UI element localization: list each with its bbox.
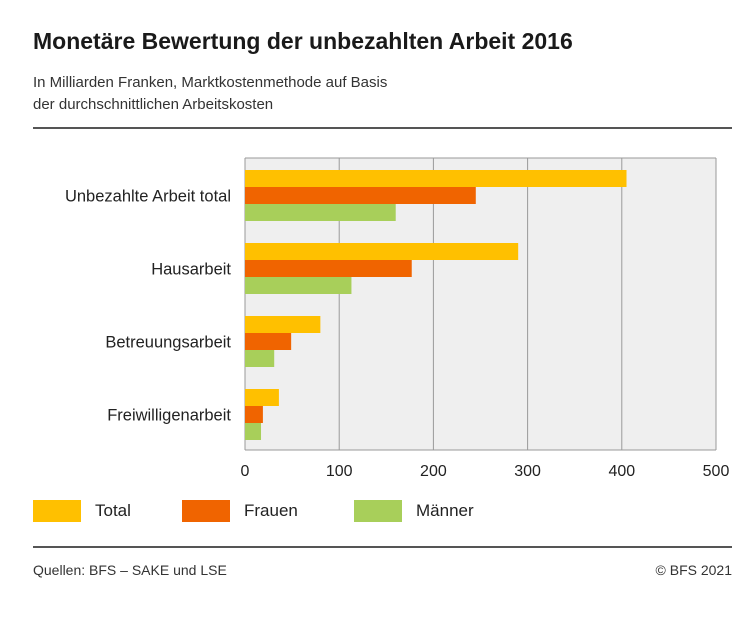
- x-tick-label: 200: [420, 463, 447, 480]
- bar-total: [245, 316, 321, 333]
- bar-total: [245, 389, 279, 406]
- legend-item-frauen: Frauen: [182, 498, 298, 524]
- legend-label-maenner: Männer: [416, 501, 474, 520]
- bar-frauen: [245, 406, 263, 423]
- bar-maenner: [245, 204, 396, 221]
- bar-frauen: [245, 187, 476, 204]
- bar-maenner: [245, 423, 262, 440]
- bar-total: [245, 170, 627, 187]
- x-tick-label: 100: [326, 463, 353, 480]
- legend-swatch-total: [33, 500, 81, 522]
- bar-chart: 0 100 200 300 400 500 Unbezahlte Arbeit total H…: [65, 157, 730, 480]
- legend: Total Frauen Männer: [0, 498, 756, 524]
- chart-title: Monetäre Bewertung der unbezahlten Arbei…: [33, 28, 573, 54]
- legend-swatch-frauen: [182, 500, 230, 522]
- legend-swatch-maenner: [354, 500, 402, 522]
- bar-frauen: [245, 260, 412, 277]
- bar-frauen: [245, 333, 292, 350]
- bar-maenner: [245, 350, 275, 367]
- legend-item-maenner: Männer: [354, 498, 474, 524]
- source-note: Quellen: BFS – SAKE und LSE: [33, 562, 227, 578]
- x-tick-label: 400: [608, 463, 635, 480]
- subtitle-line-2: der durchschnittlichen Arbeitskosten: [33, 96, 274, 113]
- bar-total: [245, 243, 519, 260]
- x-tick-label: 500: [703, 463, 730, 480]
- chart-subtitle: In Milliarden Franken, Marktkostenmethod…: [33, 72, 633, 116]
- x-tick-label: 0: [241, 463, 250, 480]
- x-tick-label: 300: [514, 463, 541, 480]
- header-divider: [33, 127, 732, 129]
- footer-divider: [33, 546, 732, 548]
- category-label: Freiwilligenarbeit: [107, 407, 231, 425]
- copyright-note: © BFS 2021: [655, 562, 732, 578]
- category-label: Betreuungsarbeit: [105, 334, 231, 352]
- subtitle-line-1: In Milliarden Franken, Marktkostenmethod…: [33, 74, 388, 91]
- legend-item-total: Total: [33, 498, 131, 524]
- bar-maenner: [245, 277, 352, 294]
- category-label: Unbezahlte Arbeit total: [65, 188, 231, 206]
- legend-label-frauen: Frauen: [244, 501, 298, 520]
- category-label: Hausarbeit: [151, 261, 231, 279]
- legend-label-total: Total: [95, 501, 131, 520]
